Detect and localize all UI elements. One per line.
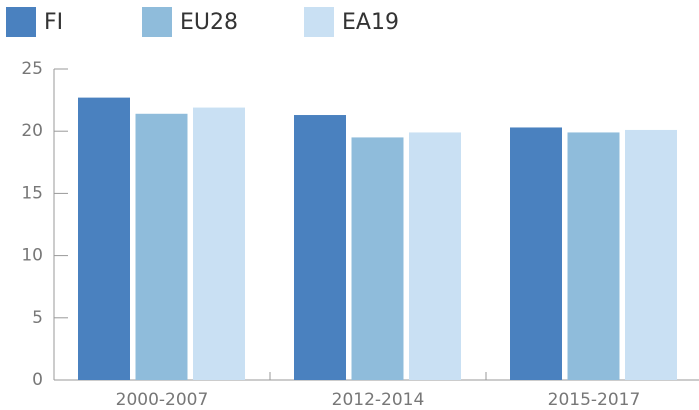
legend-swatch — [142, 7, 172, 37]
bar — [294, 115, 346, 380]
bar — [510, 127, 562, 380]
legend-swatch — [6, 7, 36, 37]
bar — [625, 129, 677, 380]
y-tick-label: 20 — [21, 121, 43, 141]
bar — [567, 132, 620, 380]
y-tick-label: 5 — [32, 308, 43, 328]
x-tick-label: 2000-2007 — [116, 390, 209, 410]
legend-label: EA19 — [342, 10, 399, 35]
y-tick-label: 10 — [21, 246, 43, 266]
legend-swatch — [304, 7, 334, 37]
bar — [78, 97, 130, 380]
y-tick-label: 25 — [21, 59, 43, 79]
bar — [409, 132, 461, 380]
bar — [135, 113, 188, 380]
y-tick-label: 15 — [21, 183, 43, 203]
bar — [193, 107, 245, 381]
x-tick-label: 2012-2014 — [332, 390, 425, 410]
bar — [351, 137, 404, 380]
y-tick-label: 0 — [32, 370, 43, 390]
legend-label: EU28 — [180, 10, 238, 35]
x-tick-label: 2015-2017 — [548, 390, 641, 410]
legend-label: FI — [44, 10, 63, 35]
